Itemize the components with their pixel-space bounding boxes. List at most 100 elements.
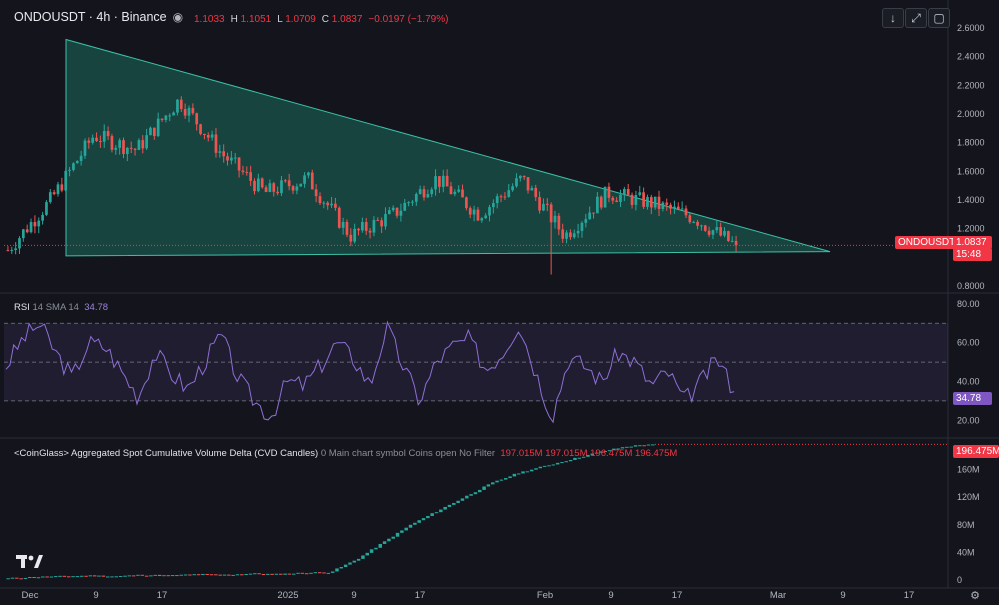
cvd-candle — [166, 575, 170, 577]
countdown-badge: 15:48 — [953, 248, 992, 261]
cvd-candle — [629, 446, 633, 448]
cvd-candle — [58, 575, 62, 577]
candle — [538, 197, 541, 211]
cvd-tick-label: 120M — [957, 492, 980, 502]
candle — [665, 202, 669, 205]
cvd-candle — [153, 574, 158, 576]
cvd-candle — [625, 446, 629, 448]
cvd-candle — [71, 576, 75, 578]
cvd-candle — [231, 574, 235, 576]
candle — [584, 219, 588, 223]
cvd-candle — [49, 576, 54, 578]
price-tick-label: 1.6000 — [957, 166, 985, 176]
high-value: 1.1051 — [240, 14, 272, 25]
cvd-candle — [79, 575, 84, 577]
candle — [230, 157, 233, 161]
cvd-candle — [114, 576, 119, 578]
candle — [380, 220, 383, 227]
cvd-candle — [201, 573, 205, 575]
candle — [152, 127, 156, 137]
cvd-candle — [426, 515, 430, 519]
cvd-candle — [413, 522, 417, 525]
cvd-candle — [534, 468, 538, 470]
candle — [133, 148, 137, 150]
cvd-candle — [162, 575, 166, 577]
candle — [492, 203, 495, 208]
candle — [364, 221, 368, 231]
time-tick-label: 2025 — [277, 590, 298, 601]
candle — [129, 147, 133, 149]
candle — [48, 192, 52, 203]
candle — [326, 202, 330, 206]
cvd-candle — [525, 471, 530, 473]
candle — [330, 203, 333, 206]
candle — [511, 186, 514, 191]
cvd-candle — [296, 572, 300, 574]
cvd-candle — [317, 572, 322, 574]
candle — [72, 163, 75, 170]
cvd-candle — [136, 574, 140, 576]
candle — [203, 133, 206, 136]
candle — [283, 180, 287, 182]
price-tick-label: 1.2000 — [957, 224, 985, 234]
cvd-candle — [417, 520, 421, 523]
candle — [179, 99, 183, 109]
candle — [10, 250, 14, 252]
candle — [14, 248, 17, 251]
cvd-candle — [491, 482, 495, 485]
cvd-candle — [205, 573, 209, 575]
candle — [268, 183, 272, 192]
cvd-candle — [248, 573, 253, 575]
candle — [299, 183, 303, 187]
candle — [195, 113, 199, 125]
candle — [530, 187, 534, 191]
cvd-candle — [503, 478, 508, 480]
candle — [445, 175, 449, 187]
rsi-line — [5, 320, 735, 424]
candle — [461, 189, 464, 198]
candle — [164, 115, 168, 120]
candle — [638, 192, 642, 196]
cvd-candle — [400, 530, 404, 533]
cvd-candle — [218, 574, 222, 576]
candle — [353, 228, 357, 242]
cvd-candle — [170, 575, 175, 577]
cvd-candle — [469, 494, 473, 496]
fullscreen-button[interactable]: ⤢ — [905, 8, 927, 28]
candle — [156, 118, 160, 137]
candle — [149, 127, 152, 136]
candle — [673, 206, 676, 209]
candle — [114, 147, 118, 150]
snapshot-button[interactable]: ▢ — [928, 8, 950, 28]
candle — [183, 108, 187, 116]
tradingview-logo[interactable] — [14, 550, 44, 572]
candle — [518, 175, 522, 179]
cvd-candle — [387, 538, 391, 542]
candle — [68, 169, 71, 171]
price-tick-label: 1.8000 — [957, 138, 985, 148]
candle — [422, 189, 426, 198]
eye-icon[interactable]: ◉ — [172, 10, 184, 24]
time-tick-label: 9 — [840, 590, 845, 601]
candle — [122, 140, 125, 154]
download-button[interactable]: ↓ — [882, 8, 904, 28]
low-value: 1.0709 — [285, 14, 316, 25]
cvd-candle — [270, 573, 274, 575]
symbol-title[interactable]: ONDOUSDT · 4h · Binance ◉ — [14, 10, 183, 24]
candle — [696, 221, 699, 226]
candle — [322, 202, 326, 204]
cvd-candle — [291, 573, 296, 575]
cvd-candle — [118, 576, 123, 578]
cvd-candle — [279, 573, 283, 575]
candle — [387, 210, 391, 214]
cvd-legend[interactable]: <CoinGlass> Aggregated Spot Cumulative V… — [14, 448, 677, 459]
candle — [588, 212, 592, 220]
cvd-candle — [313, 572, 318, 574]
cvd-candle — [188, 574, 192, 576]
rsi-legend[interactable]: RSI 14 SMA 14 34.78 — [14, 302, 108, 313]
cvd-candle — [322, 572, 326, 574]
cvd-candle — [356, 558, 361, 561]
cvd-candle — [646, 444, 651, 446]
candle — [45, 202, 48, 215]
